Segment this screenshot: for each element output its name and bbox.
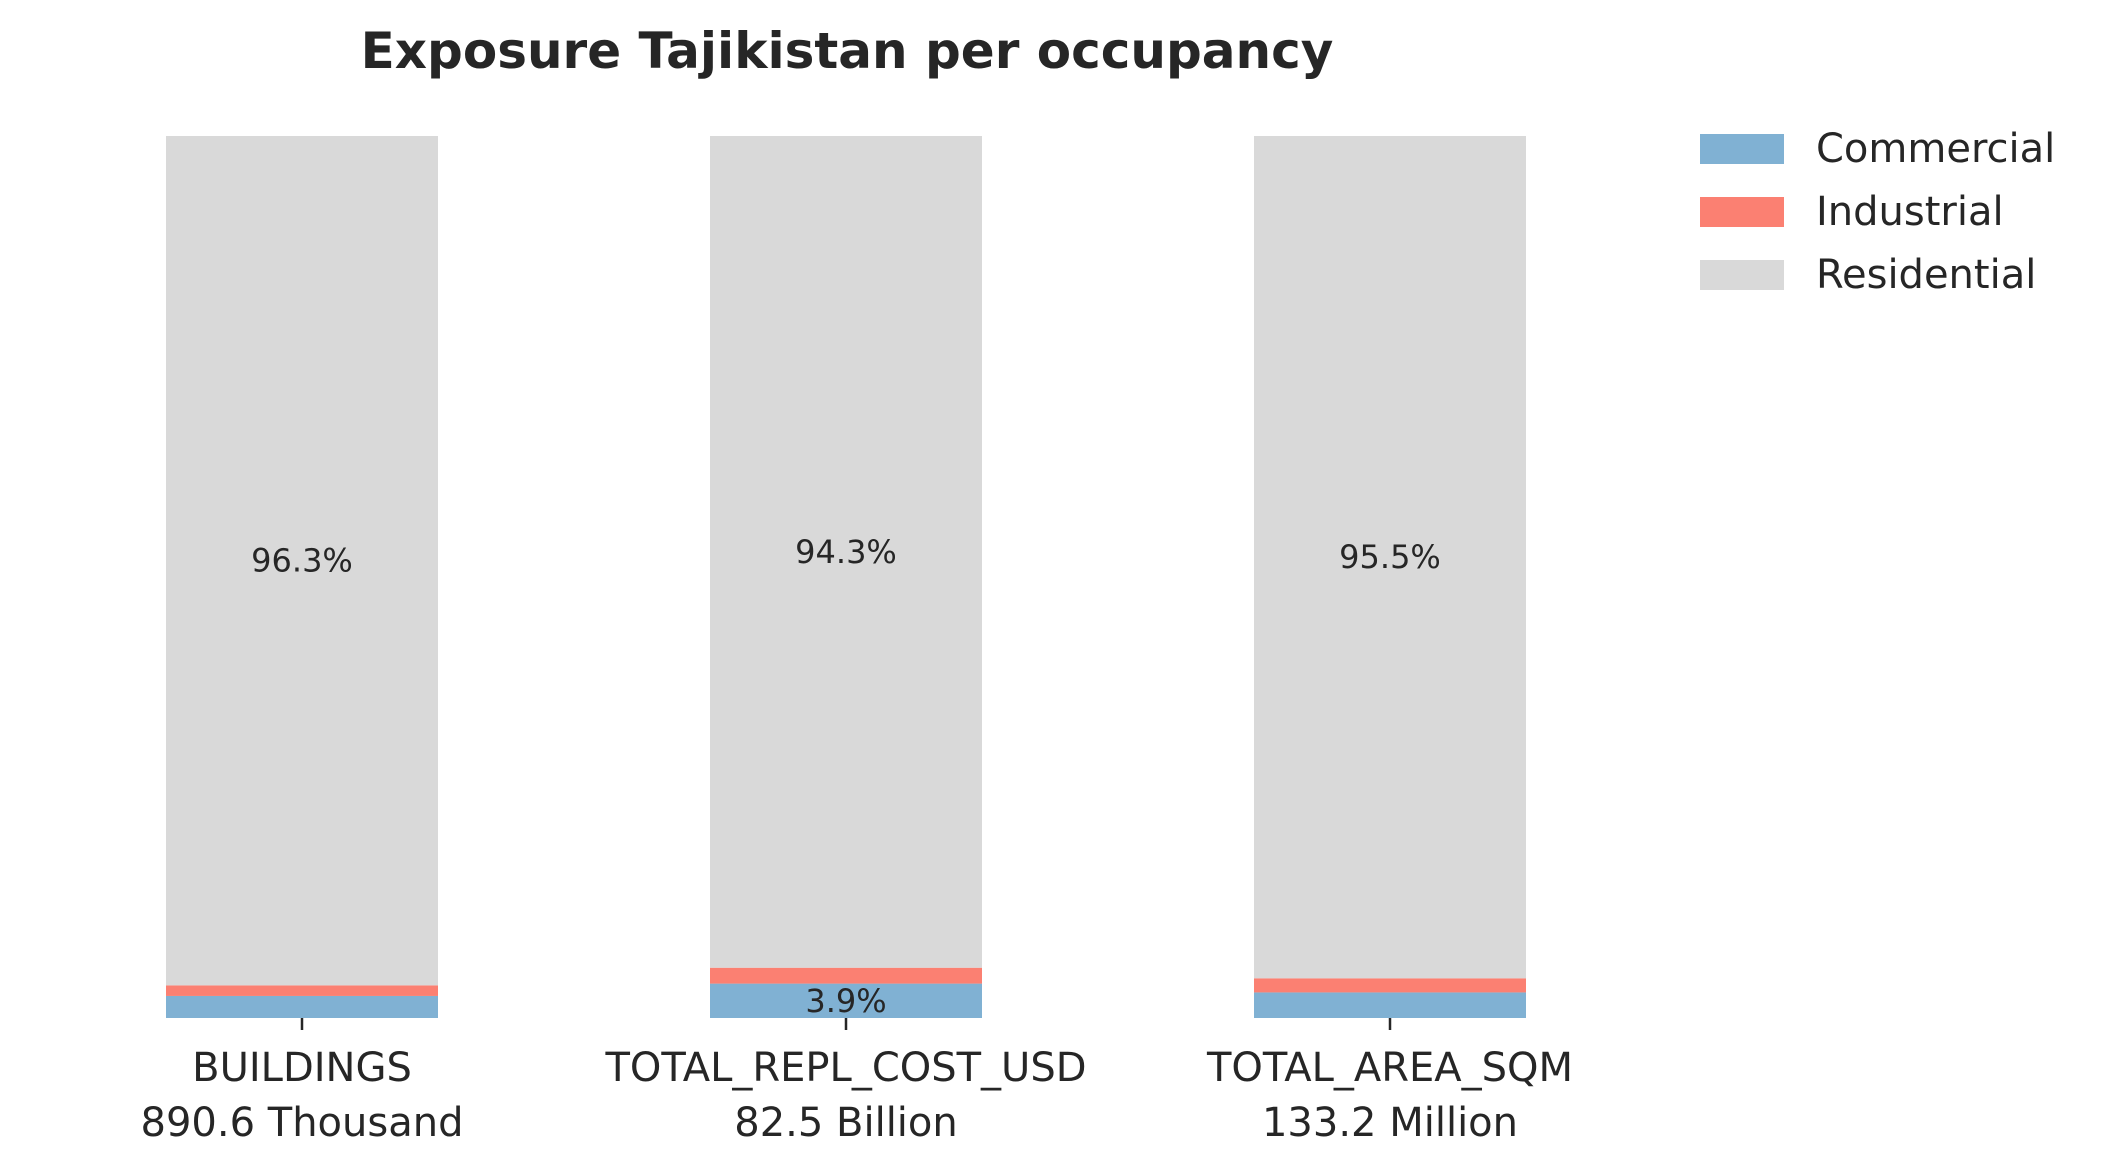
legend-swatch-residential	[1700, 260, 1784, 290]
legend-swatch-industrial	[1700, 197, 1784, 227]
bar-segment-residential-3	[1254, 136, 1526, 979]
legend: Commercial Industrial Residential	[1700, 126, 2055, 298]
legend-label-residential: Residential	[1816, 252, 2036, 298]
bar-segment-commercial-1	[166, 995, 438, 1018]
bar-segment-residential-2	[710, 136, 982, 968]
x-tick-label: TOTAL_AREA_SQM	[1206, 1045, 1573, 1091]
legend-label-commercial: Commercial	[1816, 126, 2055, 172]
bar-segment-commercial-3	[1254, 992, 1526, 1018]
data-label-4: 95.5%	[1339, 538, 1441, 576]
chart-title: Exposure Tajikistan per occupancy	[361, 22, 1334, 80]
bars-layer	[166, 136, 1526, 1018]
x-tick-total-label: 82.5 Billion	[734, 1100, 958, 1146]
legend-label-industrial: Industrial	[1816, 189, 2004, 235]
legend-swatch-commercial	[1700, 134, 1784, 164]
bar-segment-industrial-2	[710, 967, 982, 984]
data-label-3: 3.9%	[805, 982, 886, 1020]
bar-segment-residential-1	[166, 136, 438, 986]
data-label-2: 94.3%	[795, 533, 897, 571]
bar-segment-industrial-1	[166, 985, 438, 996]
bar-segment-commercial-2	[710, 983, 982, 1018]
x-tick-label: TOTAL_REPL_COST_USD	[604, 1045, 1086, 1091]
x-axis: BUILDINGS 890.6 Thousand TOTAL_REPL_COST_U…	[141, 1018, 1573, 1146]
x-tick-total-label: 890.6 Thousand	[141, 1100, 464, 1146]
x-tick-label: BUILDINGS	[192, 1045, 412, 1091]
bar-segment-industrial-3	[1254, 978, 1526, 993]
data-label-1: 96.3%	[251, 542, 353, 580]
x-tick-total-label: 133.2 Million	[1262, 1100, 1518, 1146]
data-labels-layer: 96.3% 94.3% 3.9% 95.5%	[251, 533, 1441, 1020]
